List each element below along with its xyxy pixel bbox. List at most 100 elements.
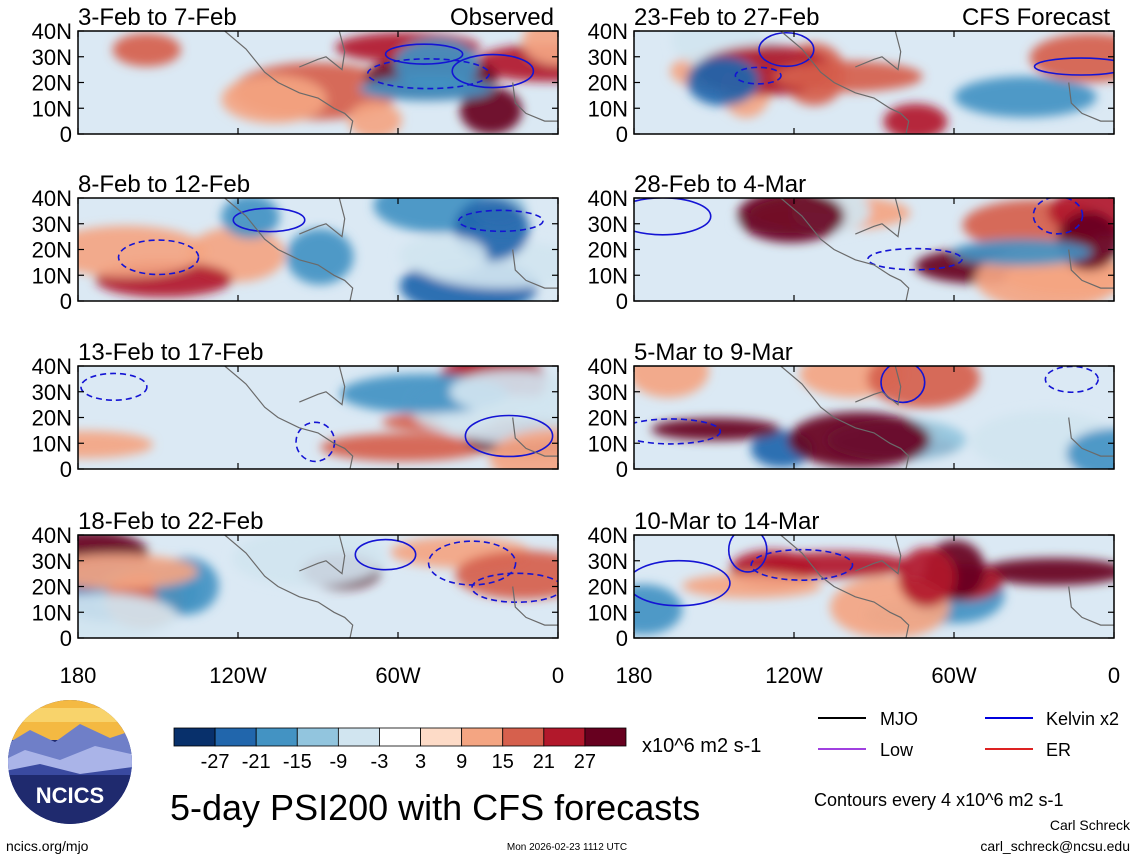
y-tick-label: 40N	[588, 186, 628, 211]
y-tick-label: 0	[616, 289, 628, 314]
anomaly-negative	[358, 76, 493, 101]
colorbar-label: -9	[329, 751, 347, 773]
y-tick-label: 20N	[588, 575, 628, 600]
y-tick-label: 30N	[588, 380, 628, 405]
anomaly-negative	[1066, 428, 1114, 469]
coastline-gulf	[299, 198, 346, 238]
anomaly-negative	[286, 228, 354, 285]
legend-low: Low	[880, 740, 914, 760]
anomaly-negative	[952, 239, 1092, 266]
coastline-africa	[512, 586, 558, 626]
anomaly-negative	[954, 76, 1097, 118]
y-tick-label: 20N	[32, 238, 72, 263]
author: Carl Schreck	[1050, 817, 1131, 833]
coastline-americas	[224, 31, 354, 134]
email[interactable]: carl_schreck@ncsu.edu	[980, 838, 1130, 854]
kelvin-contour	[366, 58, 490, 90]
y-tick-label: 40N	[588, 19, 628, 44]
colorbar-label: -15	[283, 751, 312, 773]
anomaly-positive	[682, 573, 822, 599]
x-tick-label: 60W	[931, 663, 976, 688]
y-tick-label: 30N	[32, 45, 72, 70]
anomaly-positive	[787, 411, 931, 469]
anomaly-positive	[737, 198, 845, 243]
kelvin-contour	[295, 421, 336, 463]
kelvin-contour	[634, 559, 731, 607]
colorbar-box	[214, 727, 257, 747]
colorbar-label: 21	[533, 751, 555, 773]
coastline-africa	[1068, 417, 1114, 457]
contour-legend: MJO Kelvin x2 Low ER Contours every 4 x1…	[814, 709, 1119, 810]
panel-source: CFS Forecast	[962, 4, 1110, 31]
y-tick-label: 10N	[588, 600, 628, 625]
x-tick-label: 60W	[375, 663, 420, 688]
y-tick-label: 10N	[32, 600, 72, 625]
kelvin-contour	[451, 53, 535, 89]
kelvin-contour	[634, 418, 722, 445]
panel-period: 13-Feb to 17-Feb	[78, 339, 263, 366]
coastline-americas	[780, 366, 910, 469]
y-tick-label: 40N	[32, 19, 72, 44]
kelvin-contour	[464, 414, 554, 458]
panel-source: Observed	[450, 4, 554, 31]
y-tick-label: 10N	[588, 431, 628, 456]
kelvin-contour	[457, 209, 544, 233]
coastline-africa	[1068, 586, 1114, 626]
anomaly-negative	[398, 235, 488, 276]
chart-title: 5-day PSI200 with CFS forecasts	[170, 787, 700, 828]
y-tick-label: 20N	[588, 238, 628, 263]
y-tick-label: 0	[60, 457, 72, 482]
kelvin-contour	[727, 535, 768, 573]
colorbar-box	[337, 727, 380, 747]
coastline-gulf	[299, 366, 346, 406]
x-tick-label: 120W	[209, 663, 267, 688]
y-tick-label: 20N	[588, 71, 628, 96]
legend-mjo: MJO	[880, 709, 918, 729]
coastline-americas	[780, 198, 910, 301]
coastline-africa	[512, 417, 558, 457]
coastline-africa	[512, 82, 558, 122]
x-tick-label: 180	[60, 663, 97, 688]
y-tick-label: 30N	[588, 549, 628, 574]
anomaly-positive	[459, 86, 523, 134]
coastline-americas	[780, 31, 910, 134]
colorbar-units: x10^6 m2 s-1	[642, 735, 761, 757]
x-tick-label: 0	[1108, 663, 1120, 688]
kelvin-contour	[734, 66, 782, 85]
anomaly-positive	[221, 75, 327, 124]
colorbar-box	[379, 727, 421, 747]
kelvin-contour	[880, 366, 926, 404]
legend-er: ER	[1046, 740, 1071, 760]
colorbar-label: -21	[242, 751, 271, 773]
colorbar-box	[420, 727, 463, 747]
logo-text: NCICS	[36, 783, 104, 808]
colorbar-label: -3	[371, 751, 389, 773]
coastline-gulf	[855, 31, 902, 71]
colorbar-box	[173, 727, 216, 747]
anomaly-positive	[489, 428, 558, 469]
anomaly-positive	[320, 433, 487, 462]
website-link[interactable]: ncics.org/mjo	[6, 838, 89, 854]
y-tick-label: 20N	[32, 71, 72, 96]
coastline-africa	[1068, 249, 1114, 289]
y-tick-label: 30N	[588, 212, 628, 237]
anomaly-positive	[112, 33, 181, 67]
y-tick-label: 30N	[32, 380, 72, 405]
anomaly-positive	[898, 547, 956, 607]
timestamp: Mon 2026-02-23 1112 UTC	[507, 842, 627, 853]
coastline-americas	[224, 535, 354, 638]
colorbar-box	[502, 727, 545, 747]
anomaly-negative	[449, 370, 558, 414]
colorbar-box	[296, 727, 339, 747]
kelvin-contour	[758, 31, 815, 68]
y-tick-label: 10N	[32, 431, 72, 456]
y-tick-label: 0	[616, 457, 628, 482]
y-tick-label: 0	[616, 626, 628, 651]
coastline-gulf	[855, 198, 902, 238]
coastline-americas	[780, 535, 910, 638]
anomaly-negative	[78, 593, 179, 638]
anomaly-positive	[348, 101, 402, 134]
